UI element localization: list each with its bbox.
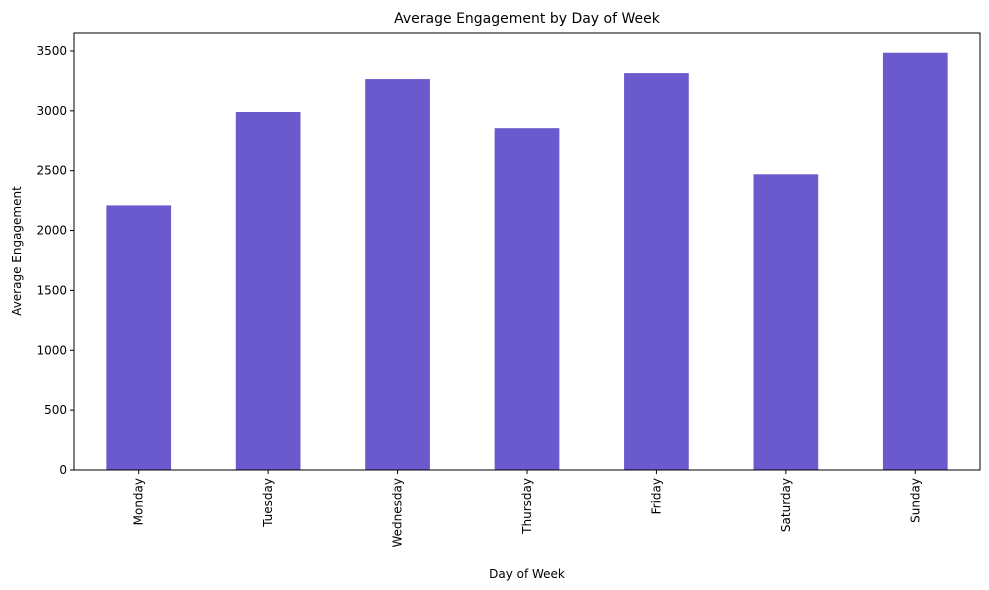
- y-tick-label-0: 0: [59, 463, 67, 477]
- y-axis: 0 500 1000 1500 2000 2500 3000 3500: [36, 44, 74, 477]
- y-tick-label-2500: 2500: [36, 164, 67, 178]
- bar-monday: [106, 205, 172, 470]
- y-tick-label-2000: 2000: [36, 224, 67, 238]
- bar-sunday: [882, 52, 948, 470]
- y-axis-label: Average Engagement: [10, 186, 24, 316]
- x-tick-label-thursday: Thursday: [520, 478, 534, 535]
- bar-saturday: [753, 174, 819, 470]
- x-tick-label-saturday: Saturday: [779, 478, 793, 532]
- x-tick-label-wednesday: Wednesday: [391, 478, 405, 547]
- x-axis: Monday Tuesday Wednesday Thursday Friday Satu…: [132, 470, 922, 547]
- x-tick-label-tuesday: Tuesday: [261, 478, 275, 528]
- bar-wednesday: [365, 79, 430, 470]
- bars: [106, 52, 948, 471]
- bar-thursday: [494, 128, 560, 470]
- y-tick-label-1500: 1500: [36, 283, 67, 297]
- x-tick-label-friday: Friday: [649, 478, 663, 514]
- y-tick-label-500: 500: [44, 403, 67, 417]
- y-tick-label-3500: 3500: [36, 44, 67, 58]
- x-tick-label-monday: Monday: [132, 478, 146, 525]
- bar-tuesday: [235, 112, 301, 471]
- y-tick-label-1000: 1000: [36, 343, 67, 357]
- chart-title: Average Engagement by Day of Week: [394, 11, 661, 27]
- bar-friday: [624, 73, 689, 471]
- x-tick-label-sunday: Sunday: [908, 478, 922, 523]
- y-tick-label-3000: 3000: [36, 104, 67, 118]
- x-axis-label: Day of Week: [489, 567, 565, 581]
